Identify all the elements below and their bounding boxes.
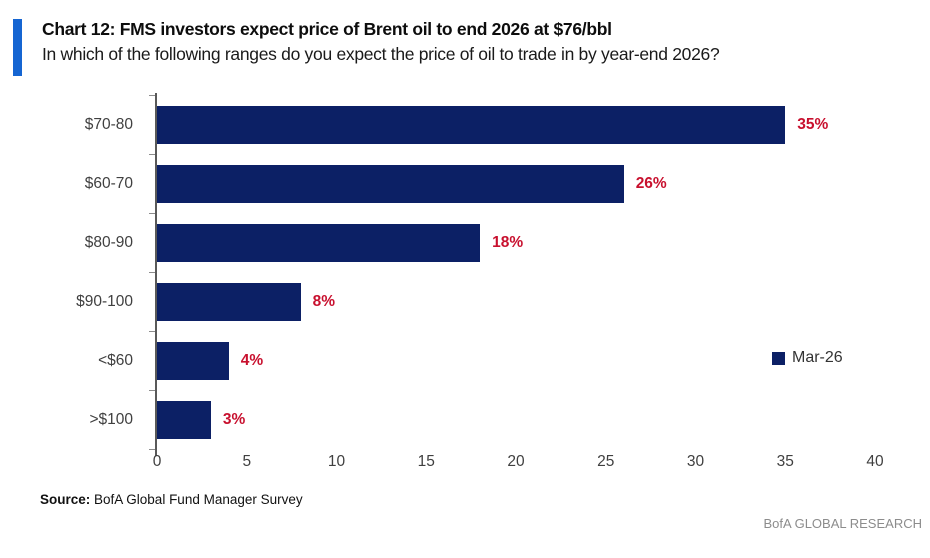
chart-header: Chart 12: FMS investors expect price of … bbox=[42, 17, 902, 68]
category-label-below-60: <$60 bbox=[98, 352, 133, 370]
bar-row: 3% bbox=[149, 390, 875, 451]
source-text: BofA Global Fund Manager Survey bbox=[90, 492, 303, 507]
x-tick-35: 35 bbox=[776, 453, 794, 470]
x-tick-25: 25 bbox=[597, 453, 615, 470]
legend-label-mar-26: Mar-26 bbox=[792, 349, 843, 366]
value-label-70-80: 35% bbox=[797, 115, 829, 133]
bar-row: 26% bbox=[149, 153, 875, 213]
bar-above-100 bbox=[157, 401, 211, 440]
bar-70-80 bbox=[157, 105, 786, 144]
value-label-below-60: 4% bbox=[240, 352, 264, 370]
x-tick-10: 10 bbox=[327, 453, 346, 470]
x-axis-tick-labels: 0 5 10 15 20 25 30 35 40 bbox=[153, 453, 884, 475]
chart-subtitle: In which of the following ranges do you … bbox=[42, 44, 720, 65]
value-label-60-70: 26% bbox=[635, 174, 667, 192]
bar-80-90 bbox=[157, 223, 481, 262]
x-tick-0: 0 bbox=[152, 453, 162, 470]
x-tick-20: 20 bbox=[507, 453, 525, 470]
bar-90-100 bbox=[157, 283, 301, 322]
bar-below-60 bbox=[157, 342, 229, 381]
plot-area: 35% 26% 18% 8% 4% 3% bbox=[149, 94, 875, 451]
title-accent-bar bbox=[13, 19, 22, 76]
value-label-90-100: 8% bbox=[312, 293, 335, 311]
chart-title: Chart 12: FMS investors expect price of … bbox=[42, 19, 612, 39]
x-tick-5: 5 bbox=[242, 453, 252, 470]
x-tick-15: 15 bbox=[417, 453, 435, 470]
source-line: Source: BofA Global Fund Manager Survey bbox=[40, 492, 303, 507]
category-label-90-100: $90-100 bbox=[76, 293, 133, 311]
x-tick-30: 30 bbox=[686, 453, 705, 470]
legend-swatch-mar-26 bbox=[772, 351, 785, 365]
bar-row: 8% bbox=[149, 271, 875, 331]
bar-row: 35% bbox=[149, 94, 875, 154]
brand-mark: BofA GLOBAL RESEARCH bbox=[763, 516, 922, 531]
value-label-above-100: 3% bbox=[222, 411, 246, 429]
bar-row: 18% bbox=[149, 212, 875, 272]
bar-60-70 bbox=[157, 164, 624, 203]
value-label-80-90: 18% bbox=[492, 233, 524, 251]
legend: Mar-26 bbox=[772, 349, 843, 367]
category-label-80-90: $80-90 bbox=[84, 233, 133, 251]
category-axis-labels: $70-80 $60-70 $80-90 $90-100 <$60 >$100 bbox=[0, 95, 143, 450]
category-label-above-100: >$100 bbox=[89, 411, 133, 429]
y-axis-line bbox=[155, 93, 157, 456]
category-label-70-80: $70-80 bbox=[84, 115, 133, 133]
x-tick-40: 40 bbox=[866, 453, 884, 470]
category-label-60-70: $60-70 bbox=[84, 174, 133, 192]
source-label: Source: bbox=[40, 492, 91, 507]
bar-row: 4% bbox=[149, 331, 875, 391]
